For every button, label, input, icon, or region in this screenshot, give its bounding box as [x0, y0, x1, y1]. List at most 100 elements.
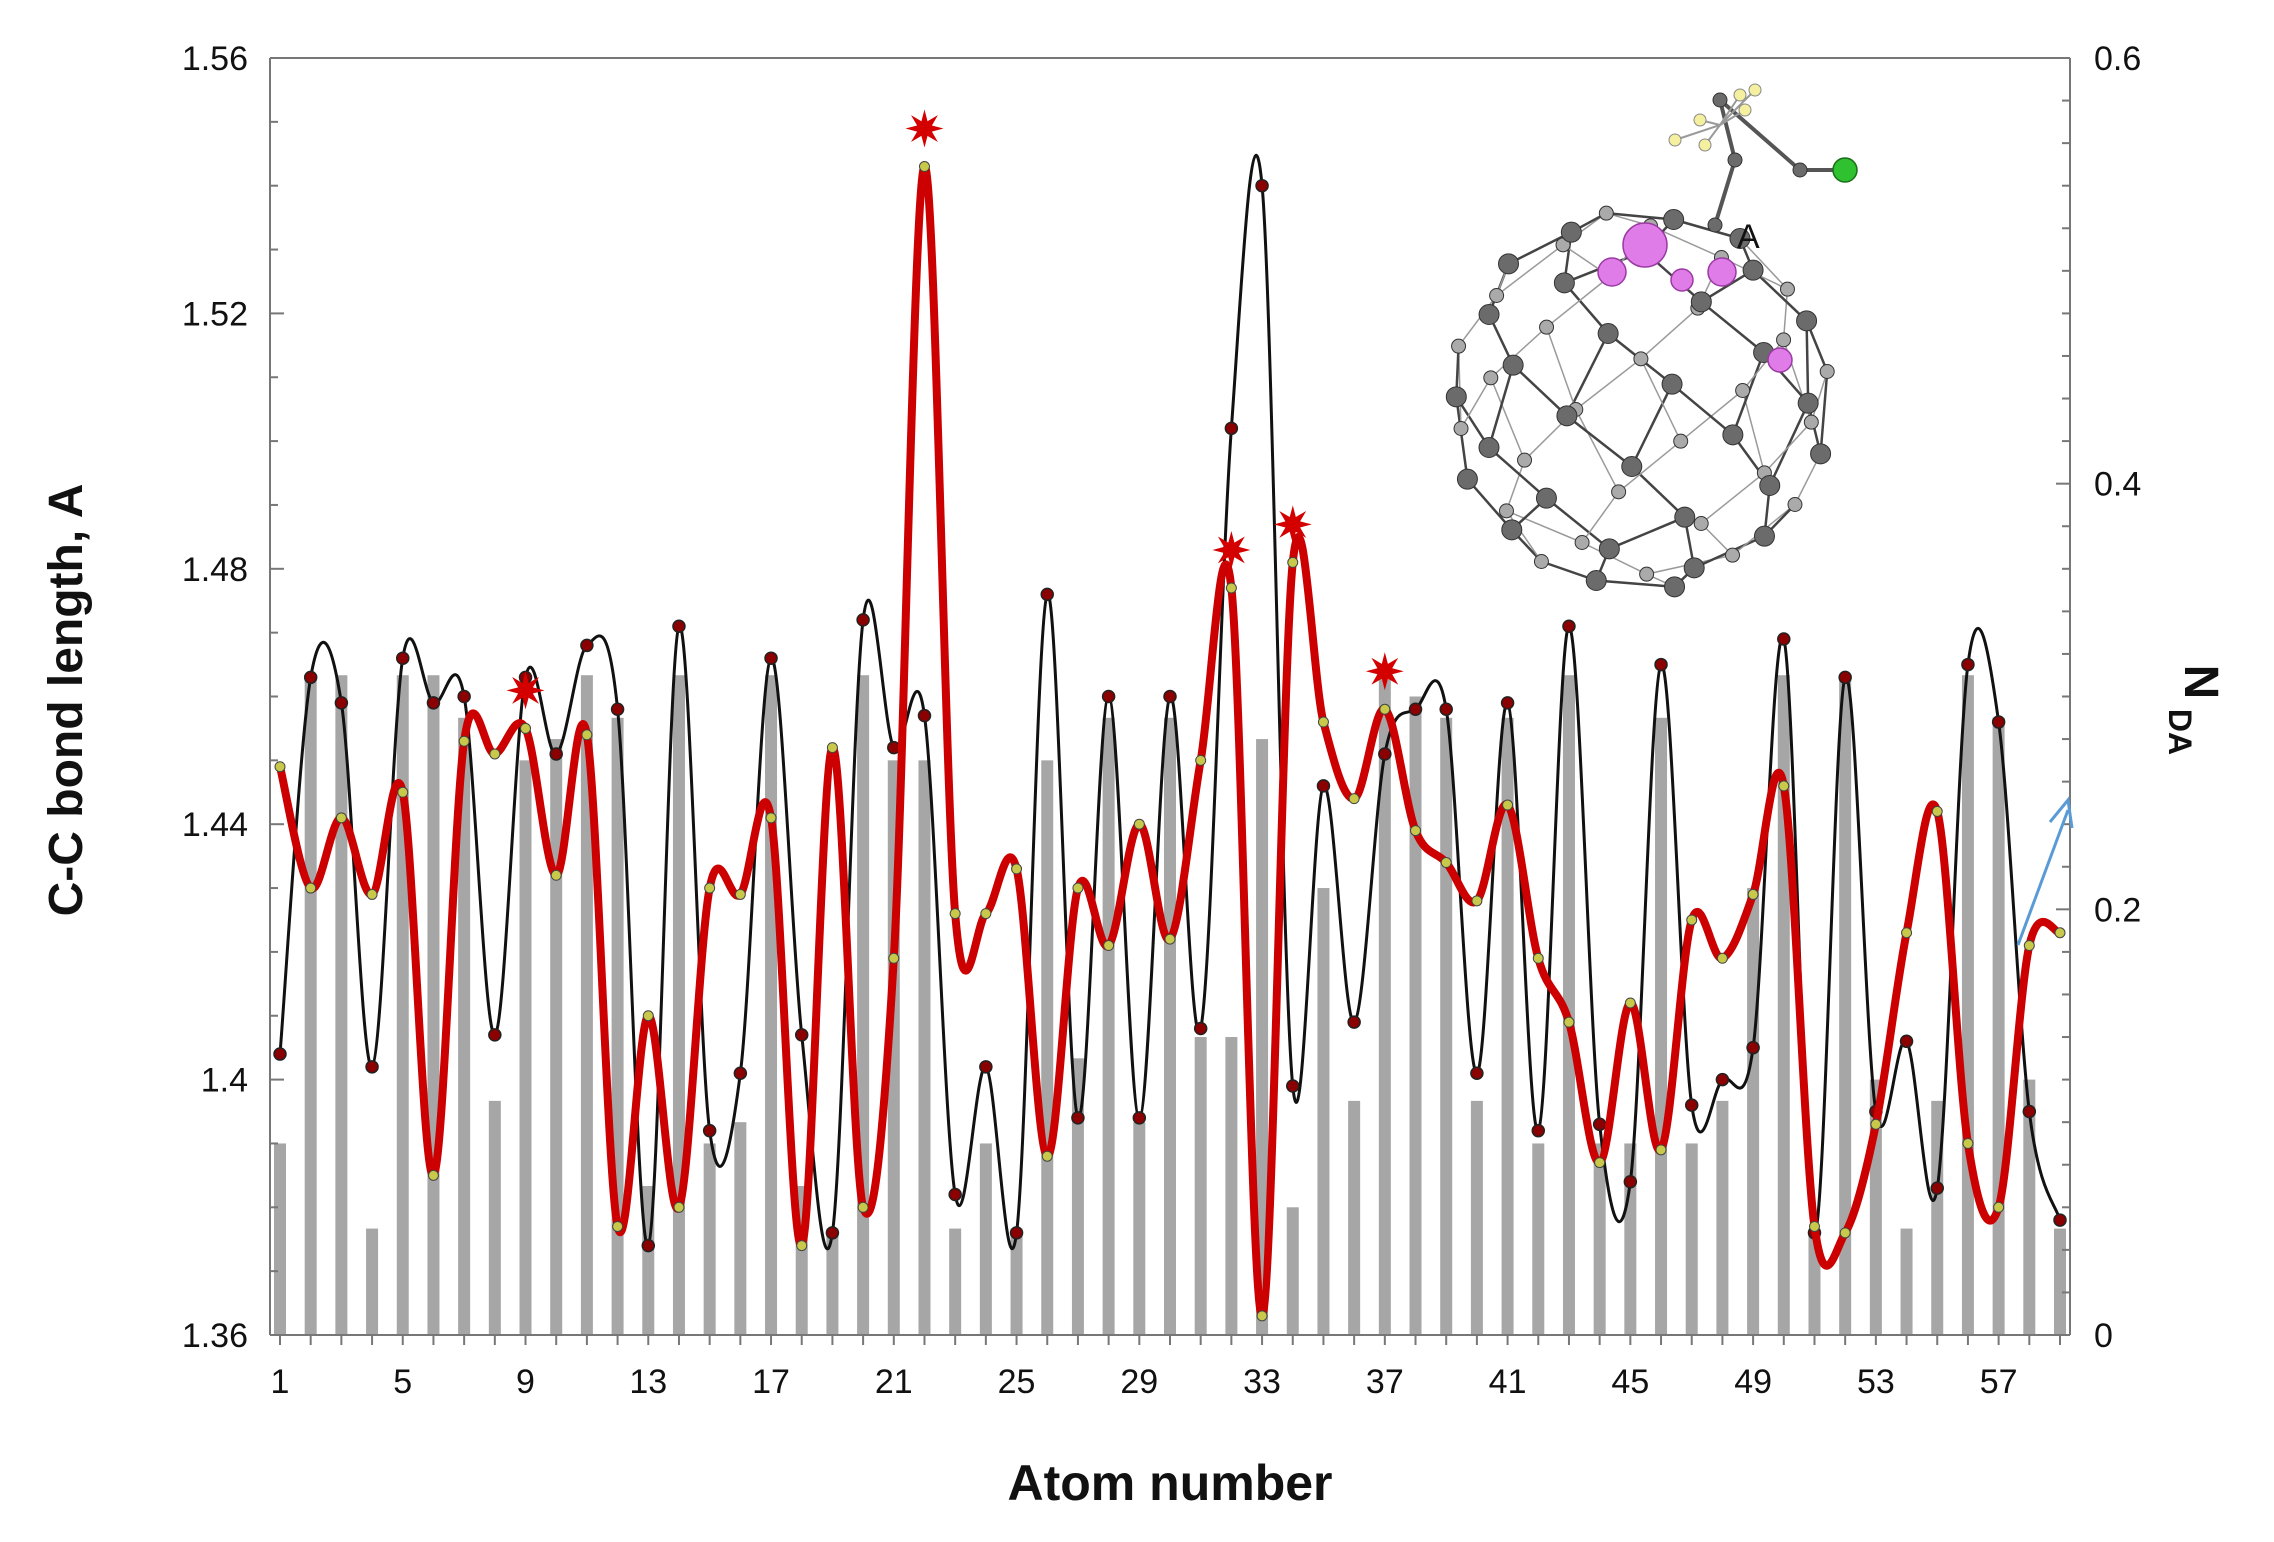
black-line-path — [278, 153, 2062, 1251]
red-line-point-52 — [1839, 1227, 1851, 1239]
fullerene-bond — [1575, 409, 1620, 493]
black-line-point-42 — [1531, 1123, 1546, 1138]
black-line-point-26 — [1040, 587, 1054, 602]
red-line-point-35 — [1317, 716, 1329, 728]
fullerene-bond — [1545, 497, 1611, 550]
black-line-point-14 — [672, 619, 686, 634]
x-tick-label: 53 — [1857, 1363, 1895, 1401]
black-line-point-23 — [948, 1187, 962, 1202]
fullerene-atom — [1483, 370, 1499, 386]
bar-atom-46 — [1655, 717, 1668, 1335]
x-tick-label: 33 — [1243, 1363, 1281, 1401]
x-tick-label: 1 — [271, 1363, 290, 1401]
fullerene-bond — [1768, 402, 1810, 487]
red-line-point-27 — [1072, 882, 1084, 894]
black-line-point-43 — [1562, 619, 1576, 634]
black-line-point-54 — [1899, 1034, 1914, 1049]
bar-atom-2 — [304, 675, 317, 1335]
black-line-point-39 — [1439, 702, 1453, 717]
red-line-point-28 — [1103, 940, 1115, 952]
x-tick-label: 9 — [516, 1363, 535, 1401]
red-line-point-39 — [1440, 857, 1452, 869]
bar-atom-33 — [1256, 739, 1269, 1335]
bar-atom-3 — [335, 675, 348, 1335]
red-line-point-54 — [1901, 927, 1913, 939]
bar-atom-28 — [1102, 717, 1115, 1335]
highlighted-atom — [1707, 257, 1737, 287]
fullerene-bond — [1608, 516, 1686, 550]
fullerene-atom — [1560, 221, 1582, 243]
red-line-point-16 — [734, 888, 746, 900]
red-line-point-30 — [1164, 933, 1176, 945]
fullerene-atom — [1598, 205, 1614, 221]
fullerene-bond — [1506, 510, 1583, 544]
bar-atom-42 — [1532, 1143, 1545, 1335]
black-line-point-36 — [1347, 1015, 1361, 1029]
red-line-point-9 — [520, 722, 532, 734]
black-line-point-4 — [365, 1060, 379, 1074]
fullerene-bond — [1741, 390, 1766, 474]
right-tick-label: 0.2 — [2094, 891, 2141, 929]
left-tick-label: 1.36 — [182, 1317, 248, 1355]
fullerene-bond — [1505, 459, 1526, 512]
red-line-point-26 — [1041, 1150, 1053, 1162]
red-line-point-48 — [1716, 952, 1728, 964]
bar-atom-32 — [1225, 1037, 1238, 1335]
right-ticks: 0 0.2 0.4 0.6 — [2056, 40, 2141, 1355]
star-marker-22 — [905, 109, 944, 148]
fullerene-bond — [1671, 383, 1734, 436]
fullerene-bond — [1566, 414, 1633, 468]
left-tick-label: 1.4 — [201, 1062, 248, 1100]
star-marker-34 — [1273, 505, 1312, 544]
bar-atom-27 — [1071, 1058, 1084, 1335]
fullerene-bond — [1819, 371, 1829, 454]
black-line-point-28 — [1101, 689, 1116, 704]
red-line-series — [274, 161, 2066, 1322]
red-line-point-58 — [2023, 940, 2035, 952]
red-line-point-6 — [427, 1169, 439, 1181]
fullerene-bond — [1581, 541, 1647, 575]
star-markers — [506, 109, 1404, 710]
red-line-point-40 — [1471, 895, 1483, 907]
black-line-point-40 — [1470, 1066, 1484, 1080]
fullerene-atom — [1673, 433, 1689, 449]
addend-carbon-atom — [1712, 92, 1728, 108]
fullerene-atom — [1574, 535, 1590, 550]
black-line-point-10 — [549, 747, 563, 761]
bar-atom-58 — [2023, 1079, 2036, 1335]
fullerene-atom — [1753, 525, 1775, 547]
red-line-point-55 — [1931, 805, 1943, 817]
fullerene-atom — [1598, 538, 1620, 560]
red-line-point-37 — [1379, 703, 1391, 715]
fullerene-bond — [1739, 237, 1789, 290]
fullerene-atom — [1725, 547, 1741, 563]
red-line-path — [276, 162, 2062, 1320]
black-line-point-7 — [457, 689, 471, 704]
red-line-point-25 — [1011, 863, 1023, 875]
black-line-point-3 — [334, 696, 349, 710]
bar-atom-35 — [1317, 888, 1330, 1335]
black-line-point-32 — [1224, 421, 1239, 436]
x-tick-label: 5 — [393, 1363, 412, 1401]
bar-atom-48 — [1716, 1100, 1729, 1335]
star-marker-37 — [1365, 652, 1404, 691]
red-line-point-4 — [366, 888, 378, 900]
fullerene-atom — [1556, 405, 1578, 427]
black-line-point-12 — [610, 702, 625, 717]
fullerene-atom — [1661, 373, 1683, 395]
fullerene-atom — [1787, 497, 1803, 512]
fullerene-bond — [1490, 377, 1526, 461]
black-line-point-22 — [917, 708, 932, 723]
highlighted-atom — [1767, 347, 1793, 373]
fullerene-atom — [1539, 319, 1555, 335]
red-line-point-46 — [1655, 1144, 1667, 1156]
bar-atom-25 — [1010, 1228, 1023, 1335]
fullerene-atom — [1735, 383, 1751, 398]
fullerene-atom — [1517, 452, 1533, 468]
star-marker-32 — [1212, 531, 1251, 569]
bar-atom-12 — [611, 717, 624, 1335]
right-tick-label: 0.6 — [2094, 40, 2141, 78]
fullerene-bond — [1782, 289, 1789, 340]
red-line-point-44 — [1594, 1157, 1606, 1169]
red-line-point-47 — [1686, 914, 1698, 926]
